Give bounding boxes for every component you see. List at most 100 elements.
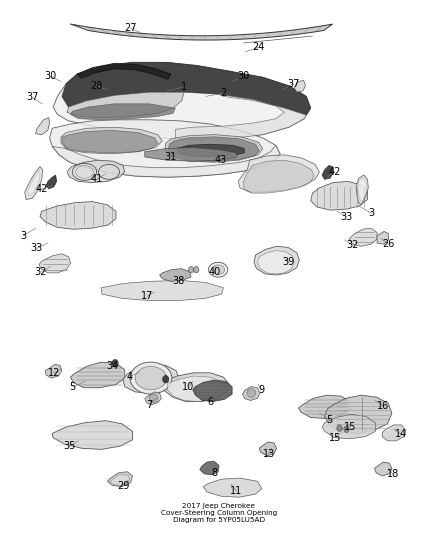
Text: 5: 5 [70,382,76,392]
Polygon shape [259,442,277,456]
Text: 8: 8 [212,468,218,478]
Polygon shape [61,127,162,154]
Polygon shape [238,155,319,192]
Text: 37: 37 [287,79,300,88]
Polygon shape [123,365,179,393]
Text: 30: 30 [237,71,249,81]
Text: 30: 30 [44,71,57,81]
Text: 42: 42 [328,167,340,177]
Polygon shape [67,160,125,182]
Text: 14: 14 [396,430,408,440]
Polygon shape [294,80,305,92]
Polygon shape [162,373,230,401]
Polygon shape [62,62,311,115]
Polygon shape [35,118,49,135]
Polygon shape [374,462,392,476]
Text: 26: 26 [382,239,395,249]
Polygon shape [107,472,133,487]
Polygon shape [39,254,71,273]
Polygon shape [337,425,342,431]
Text: 28: 28 [91,81,103,91]
Polygon shape [298,395,350,418]
Polygon shape [149,394,158,402]
Polygon shape [112,360,118,367]
Polygon shape [177,144,244,157]
Polygon shape [145,392,161,405]
Polygon shape [52,421,133,449]
Text: 11: 11 [230,486,243,496]
Text: 34: 34 [106,361,118,372]
Text: 32: 32 [346,240,359,250]
Polygon shape [71,24,332,40]
Polygon shape [165,135,263,161]
Polygon shape [46,175,57,189]
Polygon shape [168,137,259,163]
Polygon shape [325,395,392,433]
Polygon shape [77,63,171,79]
Text: 18: 18 [387,469,399,479]
Polygon shape [358,178,367,201]
Polygon shape [167,376,225,401]
Text: 42: 42 [35,184,48,194]
Text: 7: 7 [146,400,152,410]
Polygon shape [25,166,42,199]
Polygon shape [311,181,367,210]
Polygon shape [53,62,311,140]
Text: 33: 33 [30,244,42,253]
Polygon shape [349,228,377,246]
Polygon shape [194,266,199,273]
Polygon shape [188,266,194,273]
Polygon shape [135,367,166,390]
Polygon shape [130,362,172,394]
Text: 4: 4 [127,372,133,382]
Text: 5: 5 [326,415,332,425]
Polygon shape [28,171,40,196]
Polygon shape [344,426,349,432]
Text: 13: 13 [263,449,275,458]
Polygon shape [322,414,375,439]
Text: 12: 12 [48,368,60,378]
Polygon shape [67,92,184,118]
Text: 9: 9 [259,385,265,395]
Text: 38: 38 [172,277,184,286]
Polygon shape [110,475,130,486]
Text: 24: 24 [252,43,265,52]
Text: 17: 17 [141,291,153,301]
Polygon shape [175,94,306,140]
Text: 2: 2 [220,88,226,98]
Polygon shape [40,201,116,229]
Text: 32: 32 [35,267,47,277]
Text: 3: 3 [20,231,26,241]
Polygon shape [322,165,333,179]
Text: 15: 15 [344,422,356,432]
Polygon shape [200,461,219,475]
Polygon shape [258,251,294,274]
Polygon shape [71,362,125,387]
Text: 16: 16 [377,401,389,411]
Text: 33: 33 [340,212,353,222]
Text: 6: 6 [207,397,213,407]
Text: 37: 37 [26,92,38,102]
Polygon shape [254,246,299,275]
Polygon shape [162,375,169,383]
Text: 10: 10 [182,382,194,392]
Polygon shape [356,175,368,205]
Polygon shape [208,262,228,277]
Polygon shape [203,478,262,497]
Text: 43: 43 [215,155,227,165]
Polygon shape [243,160,314,193]
Text: 40: 40 [208,267,221,277]
Polygon shape [243,386,260,400]
Text: 41: 41 [91,174,103,184]
Polygon shape [212,265,225,274]
Polygon shape [101,280,223,301]
Polygon shape [145,148,237,161]
Polygon shape [377,231,389,244]
Polygon shape [193,380,232,401]
Polygon shape [382,425,406,441]
Text: 31: 31 [164,152,176,162]
Polygon shape [52,146,280,177]
Text: 39: 39 [283,257,295,267]
Polygon shape [71,104,175,120]
Polygon shape [49,120,280,177]
